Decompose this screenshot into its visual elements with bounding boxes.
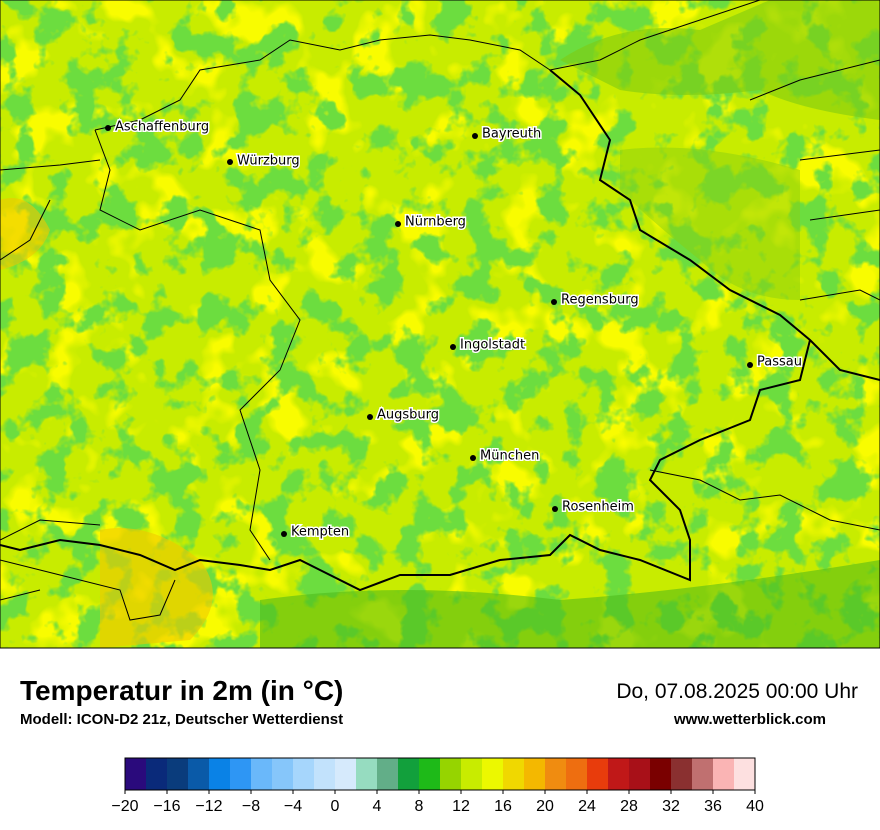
colorbar-swatch (629, 758, 651, 790)
city-label: Rosenheim (562, 500, 634, 515)
title: Temperatur in 2m (in °C) (20, 675, 343, 706)
city-dot (395, 221, 401, 227)
national-border (549, 69, 880, 381)
colorbar-frame (124, 757, 756, 791)
map-area (560, 0, 880, 120)
colorbar-swatch (209, 758, 231, 790)
colorbar-swatch (440, 758, 462, 790)
colorbar-swatch (188, 758, 210, 790)
city-dot (450, 344, 456, 350)
subtitle: Modell: ICON-D2 21z, Deutscher Wetterdie… (20, 711, 343, 728)
colorbar-swatch (650, 758, 672, 790)
state-border (649, 59, 880, 531)
cities: Aschaffenburg Würzburg Bayreuth Nürnberg… (105, 118, 803, 541)
colorbar-tick-label: 16 (494, 798, 512, 815)
city-dot (552, 506, 558, 512)
colorbar-tick-label: 28 (620, 798, 638, 815)
city-dot (281, 531, 287, 537)
colorbar-swatch (608, 758, 630, 790)
colorbar-tick-label: −20 (111, 798, 138, 815)
colorbar-swatch (692, 758, 714, 790)
city-label: Kempten (291, 525, 349, 540)
city-dot (227, 159, 233, 165)
colorbar-tick-label: −12 (195, 798, 222, 815)
colorbar-swatch (251, 758, 273, 790)
colorbar-tick-label: 4 (373, 798, 382, 815)
colorbar-swatch (335, 758, 357, 790)
city-dot (747, 362, 753, 368)
colorbar-tick-label: 40 (746, 798, 764, 815)
colorbar-swatch (587, 758, 609, 790)
colorbar-tick-label: 12 (452, 798, 470, 815)
map-frame (0, 0, 880, 649)
website: www.wetterblick.com (673, 711, 826, 728)
map-area (620, 147, 800, 300)
colorbar: −20 −16 −12 −8 −4 0 4 8 12 16 20 24 28 32 36 40 (111, 757, 764, 815)
colorbar-swatch (230, 758, 252, 790)
city-dot (470, 455, 476, 461)
city-label: Aschaffenburg (115, 120, 209, 135)
colorbar-swatch (293, 758, 315, 790)
colorbar-swatch (356, 758, 378, 790)
colorbar-swatch (503, 758, 525, 790)
colorbar-swatch (314, 758, 336, 790)
colorbar-swatch (734, 758, 756, 790)
state-border (0, 159, 101, 541)
state-border (94, 0, 761, 131)
city-label: Würzburg (237, 154, 300, 169)
state-border (0, 559, 176, 621)
colorbar-tick-label: −4 (284, 798, 302, 815)
map-area (260, 560, 880, 648)
colorbar-swatch (377, 758, 399, 790)
city-label: Passau (757, 355, 802, 370)
colorbar-swatch (272, 758, 294, 790)
city-dot (367, 414, 373, 420)
city-dot (105, 125, 111, 131)
city-dot (551, 299, 557, 305)
colorbar-tick-label: 8 (415, 798, 424, 815)
colorbar-swatch (419, 758, 441, 790)
colorbar-swatch (167, 758, 189, 790)
colorbar-tick-label: −16 (153, 798, 180, 815)
colorbar-swatch (566, 758, 588, 790)
map (0, 0, 880, 649)
city-dot (472, 133, 478, 139)
colorbar-swatch (545, 758, 567, 790)
colorbar-swatch (713, 758, 735, 790)
colorbar-tick-label: 0 (331, 798, 340, 815)
datetime: Do, 07.08.2025 00:00 Uhr (616, 680, 858, 703)
national-border (0, 339, 811, 592)
map-area (100, 528, 213, 648)
city-label: München (480, 449, 539, 464)
city-label: Augsburg (377, 408, 439, 423)
colorbar-swatch (146, 758, 168, 790)
colorbar-tick-label: −8 (242, 798, 260, 815)
colorbar-swatch (671, 758, 693, 790)
colorbar-swatch (398, 758, 420, 790)
state-border (94, 129, 301, 561)
city-label: Bayreuth (482, 127, 541, 142)
colorbar-swatch (482, 758, 504, 790)
colorbar-tick-label: 20 (536, 798, 554, 815)
city-label: Regensburg (561, 293, 639, 308)
city-label: Nürnberg (405, 215, 466, 230)
colorbar-tick-label: 32 (662, 798, 680, 815)
colorbar-tick-label: 24 (578, 798, 596, 815)
colorbar-swatch (524, 758, 546, 790)
city-label: Ingolstadt (460, 338, 525, 353)
colorbar-swatch (461, 758, 483, 790)
colorbar-swatch (125, 758, 147, 790)
colorbar-tick-label: 36 (704, 798, 722, 815)
